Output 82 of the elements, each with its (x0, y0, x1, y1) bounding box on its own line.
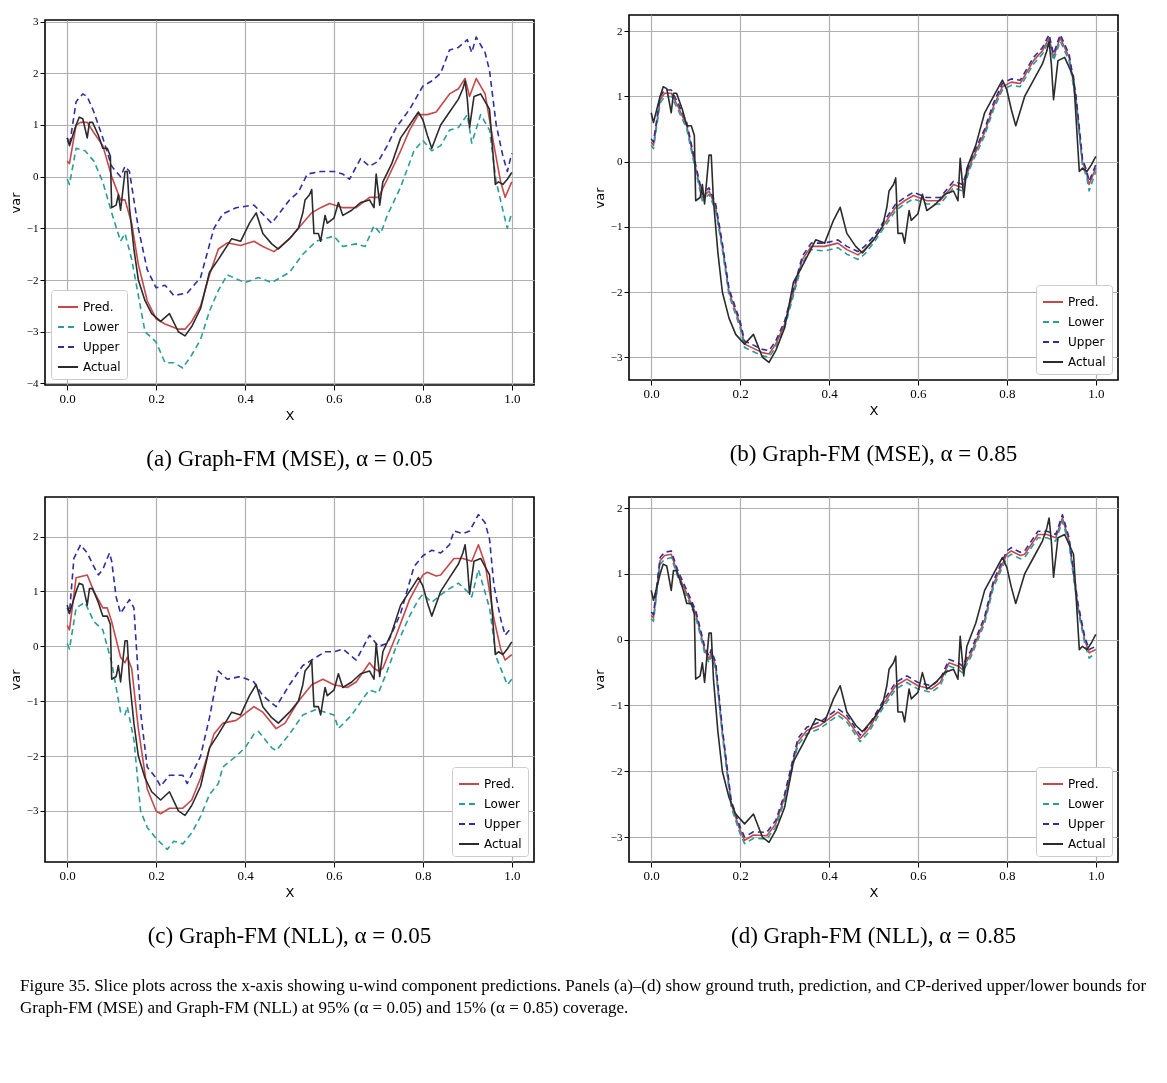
x-tick-label: 0.0 (59, 390, 76, 406)
y-tick-label: 0 (33, 170, 39, 183)
y-tick-label: 2 (33, 66, 39, 79)
y-axis-title: var (591, 668, 607, 691)
legend-label: Upper (1068, 335, 1105, 349)
y-tick-label: 2 (617, 501, 623, 514)
x-tick-label: 0.8 (415, 390, 432, 406)
x-tick-label: 0.2 (148, 390, 165, 406)
y-tick-label: −1 (26, 221, 39, 234)
text: (d) Graph-FM (NLL), α = 0.85 (731, 923, 1016, 948)
text: (b) Graph-FM (MSE), α = 0.85 (729, 441, 1018, 466)
x-axis-title: X (285, 884, 295, 900)
x-axis-title: X (869, 402, 879, 418)
legend-label: Upper (484, 817, 521, 831)
legend-label: Actual (1068, 837, 1106, 851)
x-tick-label: 0.6 (910, 867, 928, 883)
legend-label: Pred. (1068, 777, 1099, 791)
x-tick-label: 0.4 (237, 390, 255, 406)
y-tick-label: −3 (26, 804, 39, 817)
y-tick-label: 1 (617, 567, 623, 580)
x-tick-label: 0.6 (910, 385, 928, 401)
legend-label: Actual (83, 360, 121, 374)
caption: Figure 35. Slice plots across the x-axis showing u-wind component predictions. Panels (a)–(d) show ground truth, prediction, and CP-derived upper/lower bounds for Graph-FM (MSE) and Graph-FM (NLL) at 95% (α = 0.05) and 15% (α = 0.85) coverage. (20, 975, 1147, 1020)
legend-label: Upper (83, 340, 120, 354)
x-tick-label: 1.0 (504, 390, 521, 406)
x-tick-label: 0.2 (148, 867, 165, 883)
x-tick-label: 0.4 (821, 867, 839, 883)
x-tick-label: 0.4 (821, 385, 839, 401)
x-tick-label: 0.8 (999, 867, 1016, 883)
y-tick-label: 2 (617, 24, 623, 37)
y-tick-label: 0 (617, 633, 623, 646)
x-axis-title: X (869, 884, 879, 900)
text: (a) Graph-FM (MSE), α = 0.05 (146, 446, 433, 471)
y-tick-label: 0 (33, 639, 39, 652)
x-tick-label: 0.8 (999, 385, 1016, 401)
y-axis-title: var (7, 668, 23, 691)
legend-label: Actual (484, 837, 522, 851)
y-tick-label: −3 (610, 830, 623, 843)
y-tick-label: −2 (26, 749, 39, 762)
y-tick-label: −2 (26, 273, 39, 286)
x-tick-label: 1.0 (1088, 385, 1105, 401)
x-tick-label: 1.0 (1088, 867, 1105, 883)
line-series (66, 113, 513, 369)
x-tick-label: 0.4 (237, 867, 255, 883)
x-tick-label: 0.0 (643, 385, 660, 401)
legend-label: Lower (1068, 315, 1105, 329)
y-tick-label: −3 (610, 350, 623, 363)
y-tick-label: −4 (26, 376, 39, 389)
y-tick-label: 1 (617, 89, 623, 102)
legend-label: Pred. (484, 777, 515, 791)
x-tick-label: 0.8 (415, 867, 432, 883)
y-tick-label: −1 (610, 698, 623, 711)
legend-label: Pred. (1068, 295, 1099, 309)
y-tick-label: −2 (610, 285, 623, 298)
y-tick-label: 1 (33, 118, 39, 131)
y-axis-title: var (591, 186, 607, 209)
x-tick-label: 0.2 (732, 385, 749, 401)
y-tick-label: 0 (617, 155, 623, 168)
y-tick-label: −1 (610, 220, 623, 233)
x-tick-label: 0.0 (643, 867, 660, 883)
x-tick-label: 0.0 (59, 867, 76, 883)
x-tick-label: 0.6 (326, 867, 344, 883)
y-tick-label: −3 (26, 325, 39, 338)
y-tick-label: −2 (610, 764, 623, 777)
y-tick-label: 3 (33, 15, 39, 28)
x-tick-label: 0.6 (326, 390, 344, 406)
legend-label: Upper (1068, 817, 1105, 831)
legend-label: Lower (83, 320, 120, 334)
legend-label: Actual (1068, 355, 1106, 369)
legend-label: Lower (1068, 797, 1105, 811)
text: (c) Graph-FM (NLL), α = 0.05 (147, 923, 432, 948)
y-axis-title: var (7, 191, 23, 214)
line-series (66, 36, 513, 297)
y-tick-label: −1 (26, 694, 39, 707)
x-tick-label: 1.0 (504, 867, 521, 883)
y-tick-label: 1 (33, 584, 39, 597)
x-axis-title: X (285, 407, 295, 423)
y-tick-label: 2 (33, 530, 39, 543)
line-series (66, 513, 513, 788)
legend-label: Pred. (83, 300, 114, 314)
x-tick-label: 0.2 (732, 867, 749, 883)
legend-label: Lower (484, 797, 521, 811)
